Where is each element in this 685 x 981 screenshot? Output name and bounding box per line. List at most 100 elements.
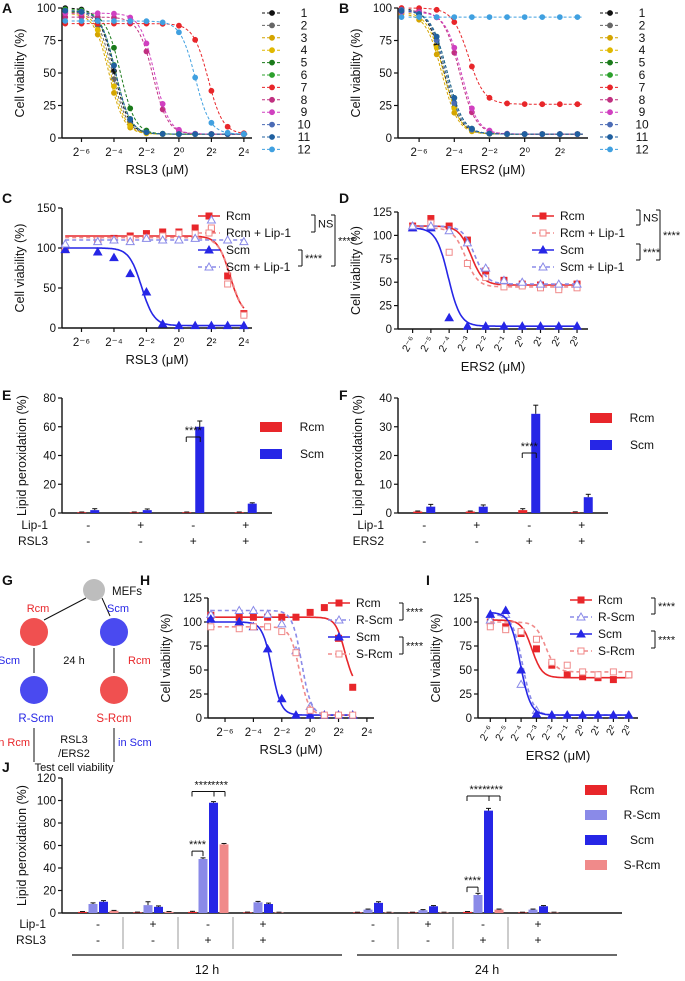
data-point <box>176 131 182 137</box>
data-point <box>463 259 471 267</box>
y-tick-label: 75 <box>459 641 472 653</box>
bar-r-scm <box>528 909 538 913</box>
rcm-node <box>20 618 48 646</box>
x-tick-label: 2⁴ <box>238 337 249 349</box>
x-tick-label: 2⁻⁴ <box>436 335 454 355</box>
data-point <box>451 94 458 101</box>
legend-marker <box>204 261 214 271</box>
panel-letter-f: F <box>339 387 348 403</box>
data-point <box>563 661 571 669</box>
legend-marker <box>334 631 344 641</box>
data-point <box>486 94 493 101</box>
data-point <box>574 101 581 108</box>
y-tick-label: 125 <box>373 207 392 219</box>
curve-series-10 <box>408 10 583 135</box>
data-point <box>143 18 150 25</box>
curve-series-1 <box>408 9 583 135</box>
legend-marker <box>607 34 613 41</box>
data-point <box>433 33 440 40</box>
condition-sign: - <box>371 917 375 931</box>
curve-series-9 <box>71 12 248 135</box>
data-point <box>206 320 217 330</box>
y-tick-label: 0 <box>50 133 56 145</box>
legend-label: Rcm <box>630 783 655 797</box>
y-tick-label: 60 <box>43 841 56 853</box>
legend-marker <box>269 47 275 54</box>
treatment-label: /ERS2 <box>58 748 90 760</box>
curve-scm <box>65 247 244 327</box>
y-tick-label: 50 <box>43 68 56 80</box>
data-point <box>157 318 168 328</box>
data-point <box>548 658 556 666</box>
data-point <box>516 664 526 674</box>
legend-label: 7 <box>639 80 646 94</box>
condition-sign: - <box>527 518 531 532</box>
data-point <box>444 312 455 322</box>
significance-bracket: **** <box>185 425 203 442</box>
y-tick-label: 0 <box>196 713 202 725</box>
legend-label: Scm <box>630 833 654 847</box>
y-tick-label: 100 <box>373 3 392 15</box>
y-tick-label: 25 <box>379 301 392 313</box>
y-tick-label: 40 <box>43 451 56 463</box>
data-point <box>539 131 546 137</box>
y-tick-label: 75 <box>379 254 392 266</box>
y-tick-label: 10 <box>379 479 392 491</box>
data-point <box>306 706 314 714</box>
y-tick-label: 0 <box>466 713 472 725</box>
data-point <box>623 710 634 719</box>
data-point <box>433 6 440 13</box>
s-rcm-label: S-Rcm <box>96 713 131 725</box>
data-point <box>109 234 119 244</box>
legend-swatch <box>585 785 607 795</box>
significance-bracket: **** <box>636 243 661 261</box>
significance-label: **** <box>464 875 482 887</box>
significance-bracket-ns: NS <box>311 214 333 233</box>
y-tick-label: 20 <box>43 886 56 898</box>
data-point <box>577 710 588 719</box>
data-point <box>278 628 286 636</box>
legend-label: Scm <box>598 627 622 641</box>
data-point <box>468 63 475 70</box>
x-axis-label: RSL3 (μM) <box>125 162 188 177</box>
legend-label: S-Rcm <box>624 858 661 872</box>
legend-label: Scm + Lip-1 <box>560 260 625 274</box>
panel-letter-g: G <box>2 572 13 588</box>
legend-marker <box>269 59 275 66</box>
curve-series-7 <box>71 23 248 134</box>
condition-sign: - <box>139 534 143 548</box>
legend-marker <box>607 10 613 16</box>
y-tick-label: 100 <box>183 617 202 629</box>
legend-marker <box>269 96 275 103</box>
bar-r-scm <box>88 904 98 913</box>
data-point <box>208 131 215 137</box>
legend-label: 2 <box>639 18 646 32</box>
condition-sign: - <box>191 518 195 532</box>
legend-label: 9 <box>301 105 308 119</box>
legend-label: 10 <box>635 118 649 132</box>
x-tick-label: 2⁻⁶ <box>73 147 90 159</box>
data-point <box>480 263 491 272</box>
data-point <box>521 131 528 137</box>
data-point <box>109 252 119 262</box>
y-tick-label: 50 <box>459 665 472 677</box>
bar-scm <box>426 506 436 513</box>
legend-swatch <box>585 835 607 845</box>
legend-marker <box>577 647 585 655</box>
bar-scm <box>264 904 273 913</box>
s-rcm-node <box>100 676 128 704</box>
data-point <box>127 123 134 129</box>
bar-scm <box>209 802 218 913</box>
bar-scm <box>531 413 541 513</box>
treatment-label: RSL3 <box>60 734 88 746</box>
legend-marker <box>269 72 275 78</box>
data-point <box>192 36 199 43</box>
legend-swatch <box>260 422 282 432</box>
condition-sign: + <box>526 534 533 548</box>
legend-label: Rcm + Lip-1 <box>226 226 291 240</box>
panel-letter-b: B <box>339 0 349 16</box>
data-point <box>486 130 493 137</box>
data-point <box>546 710 557 719</box>
condition-sign: + <box>242 534 249 548</box>
data-point <box>276 693 287 703</box>
